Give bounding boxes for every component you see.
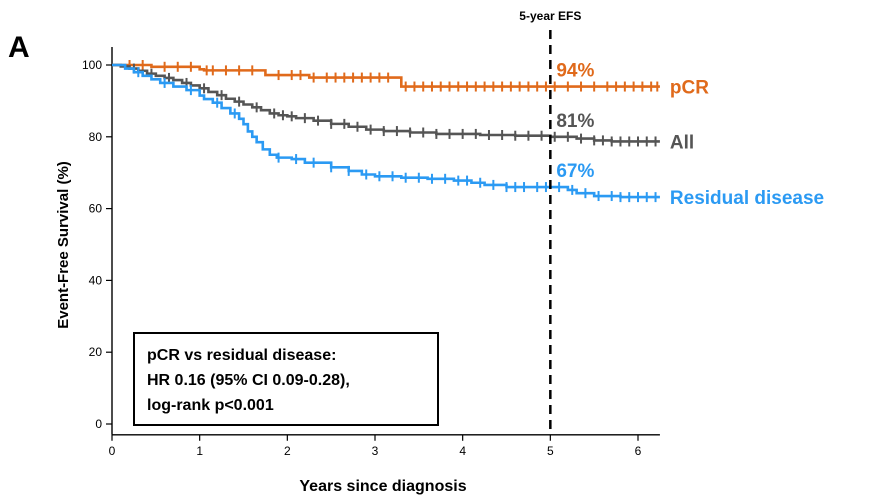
- series-label-all: All: [670, 132, 694, 153]
- y-axis-label: Event-Free Survival (%): [55, 161, 72, 329]
- stats-line-2: HR 0.16 (95% CI 0.09-0.28),: [147, 372, 350, 389]
- x-tick-label: 0: [109, 444, 116, 458]
- series-line-pcr: [112, 63, 660, 88]
- five-year-value-residual-disease: 67%: [556, 161, 594, 182]
- series-pcr: pCR 94%: [112, 60, 709, 99]
- panel-label: A: [8, 31, 30, 64]
- y-tick-label: 0: [95, 417, 102, 431]
- series-line-residual-disease: [112, 63, 660, 199]
- five-year-value-all: 81%: [556, 111, 594, 132]
- series-line-all: [112, 63, 660, 143]
- y-tick-label: 40: [89, 273, 103, 287]
- y-tick-label: 60: [89, 202, 103, 216]
- stats-line-1: pCR vs residual disease:: [147, 347, 336, 364]
- stats-line-3: log-rank p<0.001: [147, 397, 274, 414]
- y-tick-label: 100: [82, 58, 102, 72]
- y-tick-label: 20: [89, 345, 103, 359]
- series-label-residual-disease: Residual disease: [670, 188, 824, 209]
- x-tick-label: 1: [196, 444, 203, 458]
- x-tick-label: 2: [284, 444, 291, 458]
- series-layer: pCR 94% All 81% Residual disease 67%: [112, 60, 824, 209]
- x-tick-label: 5: [547, 444, 554, 458]
- axes: 0 20 40 60 80 100 0 1 2 3 4 5 6: [82, 47, 660, 458]
- five-year-value-pcr: 94%: [556, 61, 594, 82]
- x-tick-label: 3: [372, 444, 379, 458]
- series-all: All 81%: [112, 63, 694, 153]
- five-year-reference-label: 5-year EFS: [519, 9, 581, 23]
- series-residual-disease: Residual disease 67%: [112, 63, 824, 209]
- x-axis-label: Years since diagnosis: [299, 478, 466, 495]
- stats-annotation-box: pCR vs residual disease: HR 0.16 (95% CI…: [133, 332, 439, 426]
- y-tick-label: 80: [89, 130, 103, 144]
- series-label-pcr: pCR: [670, 78, 709, 99]
- x-tick-label: 4: [459, 444, 466, 458]
- x-tick-label: 6: [635, 444, 642, 458]
